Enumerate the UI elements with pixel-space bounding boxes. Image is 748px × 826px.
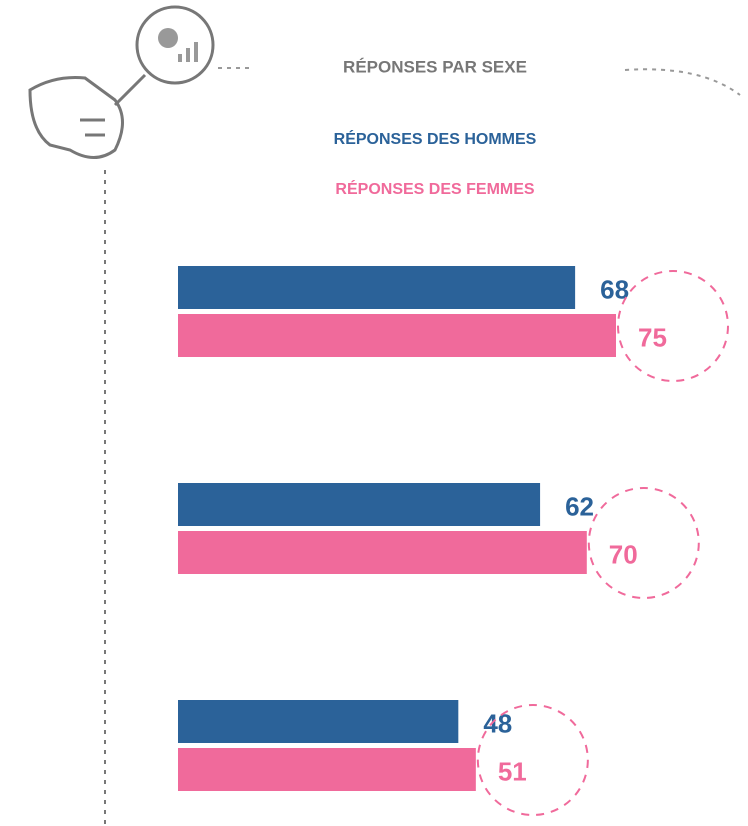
label-circle (617, 270, 729, 382)
bar (178, 700, 459, 743)
data-label: 70 (609, 539, 638, 569)
bar (178, 748, 476, 791)
bar (178, 483, 541, 526)
chart-title: RÉPONSES PAR SEXE (343, 57, 527, 76)
magnifier-icon (28, 5, 215, 159)
label-circle (587, 487, 700, 599)
bar (178, 266, 576, 309)
label-circle (476, 704, 589, 816)
data-label: 75 (638, 322, 667, 352)
bar (178, 531, 587, 574)
legend-label: RÉPONSES DES FEMMES (335, 179, 534, 198)
data-label: 62 (565, 491, 594, 521)
legend-label: RÉPONSES DES HOMMES (334, 129, 537, 148)
data-label: 51 (498, 756, 527, 786)
bar (178, 314, 616, 357)
data-label: 48 (483, 708, 512, 738)
dotted-line (624, 68, 741, 96)
